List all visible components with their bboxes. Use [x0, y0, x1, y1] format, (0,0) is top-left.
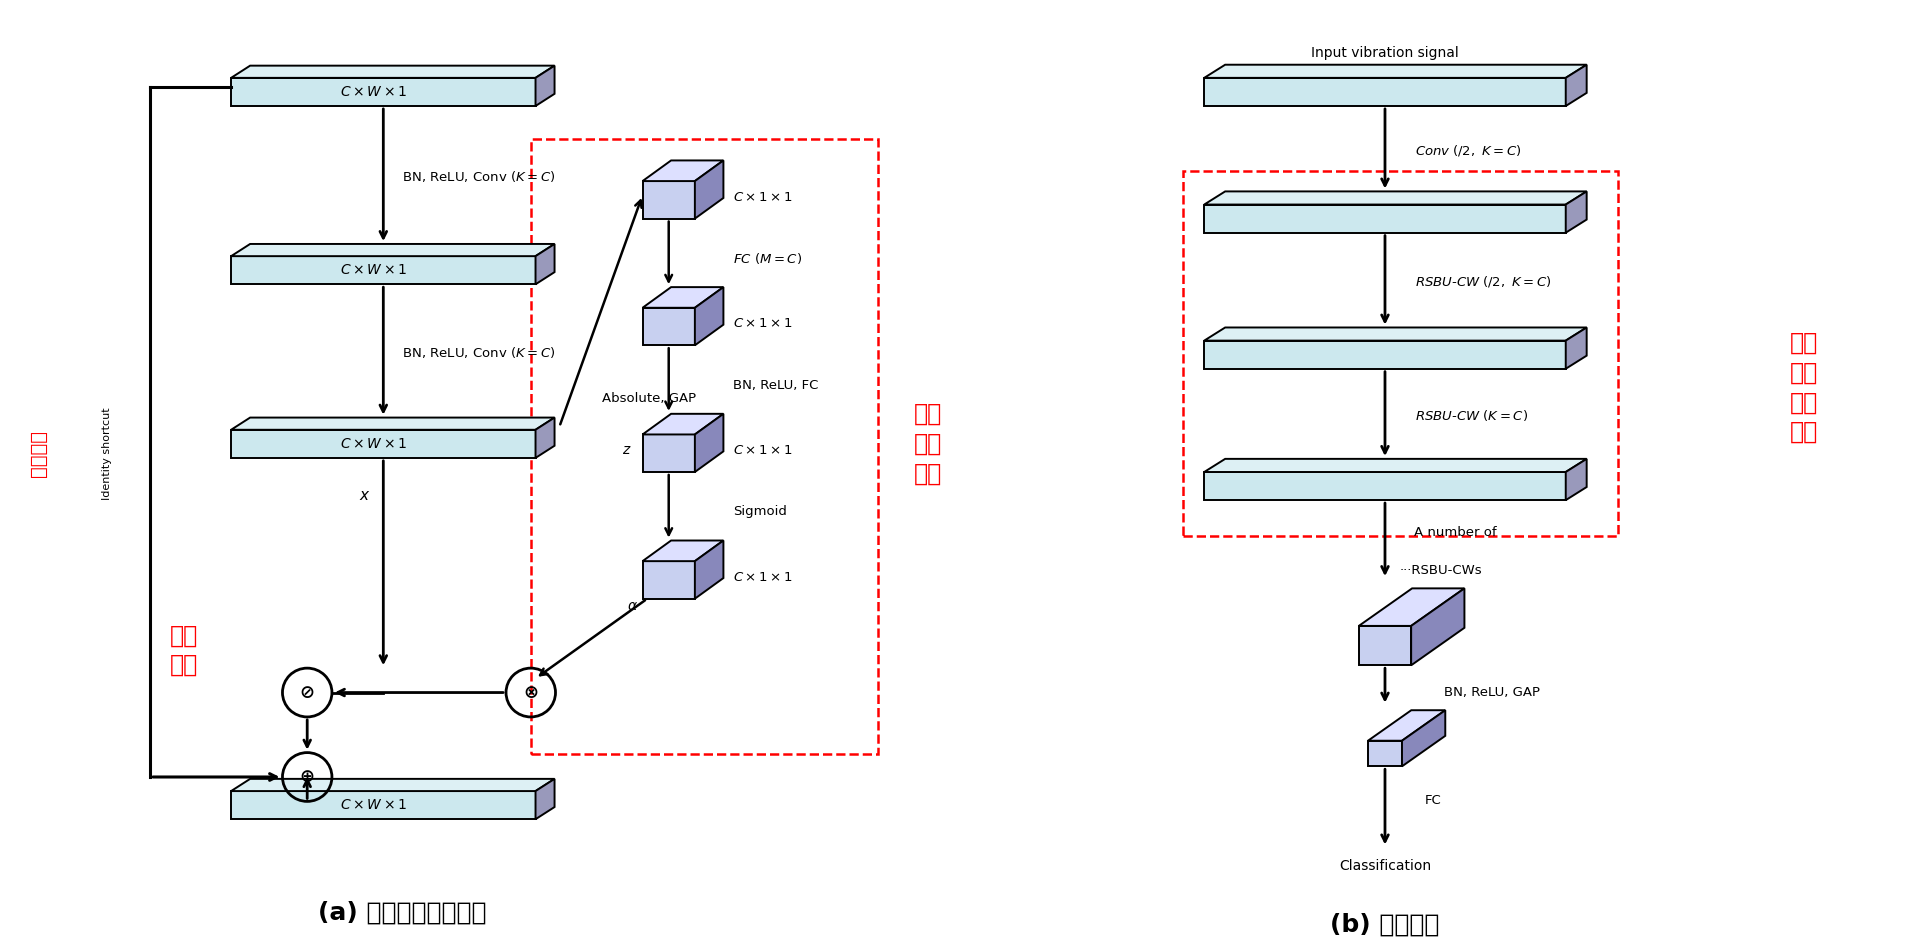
Polygon shape: [231, 430, 535, 458]
Text: $C \times W \times 1$: $C \times W \times 1$: [340, 263, 407, 278]
Polygon shape: [642, 541, 724, 561]
Polygon shape: [1565, 65, 1586, 106]
Polygon shape: [1410, 588, 1464, 666]
Text: Conv $(/2,\ K = C)$: Conv $(/2,\ K = C)$: [1416, 143, 1521, 158]
Polygon shape: [642, 308, 696, 346]
Polygon shape: [642, 287, 724, 308]
Text: ···RSBU-CWs: ···RSBU-CWs: [1399, 564, 1481, 577]
Polygon shape: [1204, 192, 1586, 205]
Text: ⊘: ⊘: [300, 683, 315, 701]
Polygon shape: [231, 779, 554, 791]
Polygon shape: [1368, 741, 1403, 767]
Text: BN, ReLU, Conv $(K = C)$: BN, ReLU, Conv $(K = C)$: [403, 169, 556, 184]
Polygon shape: [535, 417, 554, 458]
Text: $C \times W \times 1$: $C \times W \times 1$: [340, 798, 407, 812]
Text: $x$: $x$: [359, 488, 371, 503]
Text: (a) 基本残差收缩模块: (a) 基本残差收缩模块: [317, 902, 487, 925]
Polygon shape: [231, 791, 535, 819]
Polygon shape: [696, 541, 724, 598]
Polygon shape: [642, 561, 696, 598]
Polygon shape: [1403, 710, 1445, 767]
Text: $C \times W \times 1$: $C \times W \times 1$: [340, 85, 407, 99]
Text: (b) 整体结构: (b) 整体结构: [1330, 912, 1439, 936]
Text: BN, ReLU, GAP: BN, ReLU, GAP: [1445, 685, 1540, 699]
Polygon shape: [1204, 472, 1565, 500]
Polygon shape: [642, 181, 696, 219]
Text: Sigmoid: Sigmoid: [734, 505, 787, 518]
Text: Absolute, GAP: Absolute, GAP: [602, 393, 696, 405]
Polygon shape: [696, 287, 724, 346]
Text: 软阈
值化: 软阈 值化: [170, 623, 197, 677]
Text: FC: FC: [1426, 794, 1441, 807]
Text: 堆叠
许多
基本
模块: 堆叠 许多 基本 模块: [1789, 331, 1817, 444]
Polygon shape: [1368, 710, 1445, 741]
Text: Input vibration signal: Input vibration signal: [1311, 45, 1458, 59]
Text: Classification: Classification: [1340, 859, 1431, 873]
Polygon shape: [1204, 77, 1565, 106]
Polygon shape: [1204, 65, 1586, 77]
Text: A number of: A number of: [1414, 527, 1496, 540]
Text: Identity shortcut: Identity shortcut: [103, 407, 113, 499]
Text: $C \times 1 \times 1$: $C \times 1 \times 1$: [734, 570, 793, 583]
Text: $C \times 1 \times 1$: $C \times 1 \times 1$: [734, 191, 793, 204]
Polygon shape: [1204, 205, 1565, 233]
Polygon shape: [1359, 588, 1464, 626]
Polygon shape: [1359, 626, 1410, 666]
Text: 获取
一组
阈値: 获取 一组 阈値: [913, 402, 942, 485]
Text: BN, ReLU, Conv $(K = C)$: BN, ReLU, Conv $(K = C)$: [403, 345, 556, 360]
Polygon shape: [231, 77, 535, 106]
Polygon shape: [231, 417, 554, 430]
Polygon shape: [642, 434, 696, 472]
Polygon shape: [642, 160, 724, 181]
Polygon shape: [1565, 328, 1586, 369]
Polygon shape: [535, 66, 554, 106]
Text: $\alpha$: $\alpha$: [627, 599, 638, 614]
Polygon shape: [231, 256, 535, 284]
Polygon shape: [1204, 459, 1586, 472]
Text: ⊗: ⊗: [524, 683, 539, 701]
Polygon shape: [696, 413, 724, 472]
Polygon shape: [535, 779, 554, 819]
Polygon shape: [696, 160, 724, 219]
Polygon shape: [1204, 341, 1565, 369]
Polygon shape: [1565, 459, 1586, 500]
Text: $C \times 1 \times 1$: $C \times 1 \times 1$: [734, 317, 793, 330]
Text: $C \times W \times 1$: $C \times W \times 1$: [340, 437, 407, 451]
Polygon shape: [1565, 192, 1586, 233]
Text: ⊕: ⊕: [300, 768, 315, 786]
Text: $C \times 1 \times 1$: $C \times 1 \times 1$: [734, 444, 793, 457]
Text: $z$: $z$: [621, 444, 631, 458]
Polygon shape: [231, 244, 554, 256]
Polygon shape: [231, 66, 554, 77]
Polygon shape: [1204, 328, 1586, 341]
Polygon shape: [535, 244, 554, 284]
Polygon shape: [642, 413, 724, 434]
Text: FC $(M = C)$: FC $(M = C)$: [734, 251, 803, 266]
Text: RSBU-CW $(K = C)$: RSBU-CW $(K = C)$: [1416, 408, 1529, 423]
Text: 恒等路径: 恒等路径: [29, 430, 48, 477]
Text: RSBU-CW $(/2,\ K = C)$: RSBU-CW $(/2,\ K = C)$: [1416, 275, 1552, 290]
Text: BN, ReLU, FC: BN, ReLU, FC: [734, 379, 818, 392]
